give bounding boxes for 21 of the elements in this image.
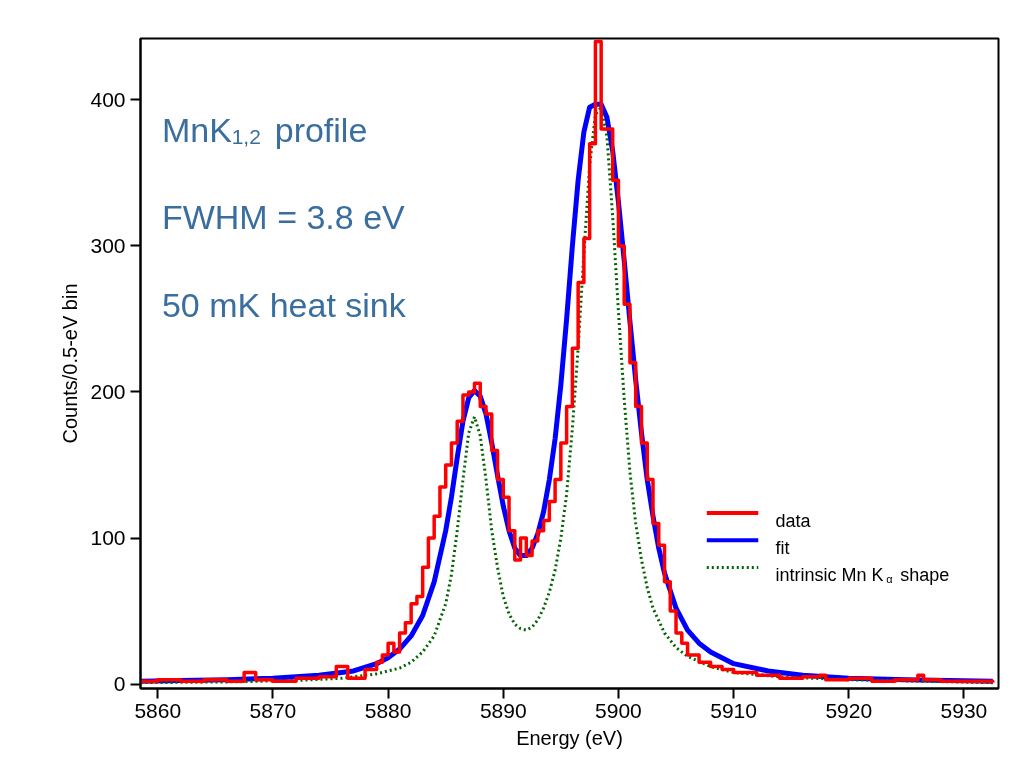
x-tick-label: 5870 — [249, 698, 297, 722]
y-axis-title: Counts/0.5-eV bin — [59, 283, 82, 444]
y-tick-label: 300 — [90, 233, 126, 257]
x-tick-label: 5890 — [479, 698, 527, 722]
x-axis-title: Energy (eV) — [516, 726, 623, 749]
x-tick-label: 5930 — [940, 698, 988, 722]
y-tick-label: 100 — [90, 526, 126, 550]
y-tick-label: 400 — [90, 87, 126, 111]
legend-label: intrinsic Mn Kα shape — [775, 565, 950, 586]
y-tick-label: 0 — [113, 672, 126, 696]
x-tick-label: 5880 — [364, 698, 412, 722]
legend-label: data — [775, 510, 812, 531]
x-tick-label: 5900 — [595, 698, 642, 722]
y-tick-label: 200 — [90, 379, 126, 403]
x-tick-label: 5910 — [710, 698, 757, 722]
legend-label: fit — [775, 538, 790, 559]
annotation: FWHM = 3.8 eV — [161, 198, 406, 237]
x-tick-label: 5920 — [825, 698, 873, 722]
annotation: 50 mK heat sink — [161, 286, 407, 324]
annotation: MnK1,2 profile — [161, 110, 368, 149]
x-tick-label: 5860 — [134, 698, 182, 722]
